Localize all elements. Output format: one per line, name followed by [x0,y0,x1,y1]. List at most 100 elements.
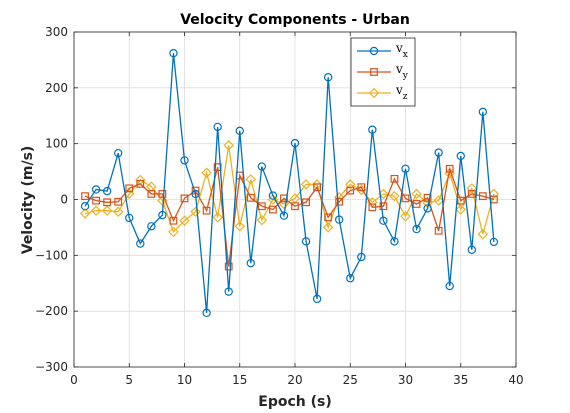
data-point-vz [234,221,245,232]
data-point-vx [158,210,167,220]
data-point-vx [445,281,454,291]
x-tick-label: 25 [343,373,358,387]
data-point-vz [322,222,334,233]
data-point-vy [180,194,189,203]
data-point-vx [312,294,322,304]
data-point-vx [279,211,289,220]
y-axis-label: Velocity (m/s) [20,146,36,255]
data-point-vx [456,151,465,161]
data-point-vx [91,185,101,194]
data-point-vx [423,204,432,213]
data-point-vx [180,156,189,165]
data-point-vx [125,213,134,223]
data-point-vy [478,192,487,201]
data-point-vz [212,212,223,223]
data-point-vx [357,252,366,262]
data-point-vz [477,228,489,240]
data-point-vy [114,197,123,206]
data-point-vz [223,140,234,151]
data-point-vx [290,138,300,148]
data-point-vx [136,239,145,248]
data-point-vz [179,215,190,226]
data-point-vy [434,226,443,235]
x-tick-label: 5 [125,373,133,387]
series-vy [81,163,498,271]
data-point-vy [423,193,432,202]
data-point-vy [357,183,366,192]
data-point-vy [202,206,211,215]
data-point-vz [168,226,179,238]
data-point-vy [224,262,233,271]
data-point-vx [257,162,267,171]
data-point-vx [489,237,499,247]
data-point-vx [169,49,178,58]
data-point-vx [246,258,255,268]
data-point-vz [101,205,113,216]
legend-marker [369,46,379,56]
data-point-vx [235,126,244,136]
data-point-vz [345,179,356,190]
data-point-vy [92,196,101,205]
data-point-vy [401,194,410,203]
data-point-vx [323,73,333,82]
x-tick-label: 20 [287,373,302,387]
legend-subscript: z [403,92,408,102]
data-point-vy [445,164,454,173]
data-point-vy [147,190,156,198]
data-point-vy [246,193,255,202]
legend-subscript: x [403,50,408,60]
data-point-vz [411,188,422,200]
data-point-vx [434,148,443,157]
data-point-vx [401,164,410,173]
y-tick-label: 200 [45,81,68,95]
data-point-vy [346,186,355,195]
data-point-vy [467,190,476,198]
data-point-vx [412,224,421,234]
data-point-vz [389,190,400,202]
data-point-vz [278,198,290,210]
data-point-vy [324,213,333,222]
data-point-vx [467,245,476,254]
y-tick-label: 0 [60,193,68,207]
x-tick-label: 35 [453,373,468,387]
data-point-vy [390,174,399,183]
data-point-vz [201,167,212,178]
data-point-vx [213,122,222,132]
series-layer [79,49,500,318]
data-point-vy [368,203,377,212]
data-point-vy [291,202,299,211]
data-point-vy [269,205,277,214]
data-point-vx [346,274,355,283]
data-point-vx [102,186,112,196]
data-point-vz [488,188,500,200]
data-point-vz [90,205,102,216]
series-vx [80,49,499,318]
y-tick-label: −200 [35,304,68,318]
data-point-vy [412,200,421,208]
data-point-vy [81,192,89,201]
data-point-vx [379,216,388,225]
data-point-vx [478,107,488,117]
data-point-vx [80,201,90,211]
data-point-vx [368,125,377,134]
data-point-vy [103,198,112,207]
data-point-vx [113,148,123,158]
data-point-vz [157,195,168,206]
data-point-vy [335,197,344,206]
data-point-vx [335,215,344,224]
data-point-vy [136,179,145,188]
data-point-vz [300,179,312,190]
series-line-vy [84,166,495,267]
data-point-vz [112,206,124,218]
data-point-vy [313,183,321,192]
data-point-vy [379,202,388,211]
data-point-vz [190,206,201,218]
plot-area: 0 5 10 15 20 25 30 35 40 −300 −200 −100 0 100 200 300 [35,25,524,387]
data-point-vy [280,194,288,203]
data-point-vz [433,195,444,206]
data-point-vx [191,189,200,199]
data-point-vy [302,198,310,207]
data-point-vx [301,237,311,246]
